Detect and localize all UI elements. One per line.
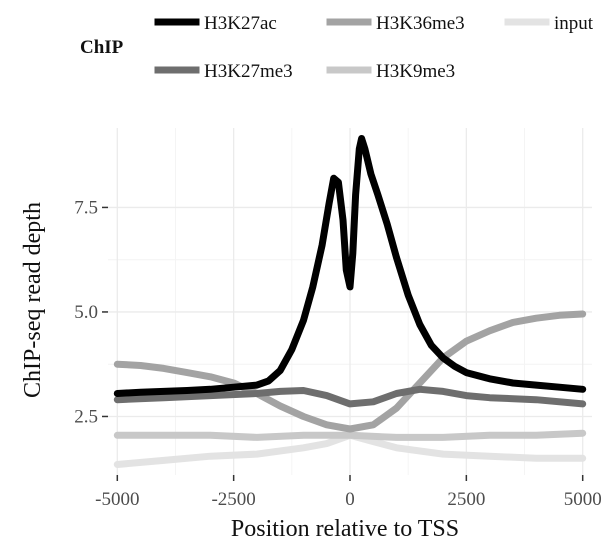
y-tick-label: 5.0: [74, 302, 98, 323]
y-tick-label: 7.5: [74, 197, 98, 218]
legend-label-h3k27me3: H3K27me3: [204, 61, 293, 82]
x-tick-label: 5000: [564, 489, 602, 510]
y-axis-title: ChIP-seq read depth: [20, 202, 46, 398]
grid-lines: [108, 128, 592, 475]
x-axis-ticks: -5000 -2500 0 2500 5000: [95, 475, 602, 510]
series-line-h3k27me3: [113, 385, 587, 408]
x-tick-label: 0: [345, 489, 355, 510]
x-tick-label: -2500: [211, 489, 255, 510]
x-axis-title: Position relative to TSS: [231, 516, 459, 542]
legend-label-h3k36me3: H3K36me3: [376, 13, 465, 34]
x-tick-label: 2500: [447, 489, 485, 510]
legend-label-input: input: [554, 13, 594, 34]
series-line-h3k36me3: [113, 310, 587, 433]
series-line-h3k27ac: [113, 135, 587, 397]
series-lines: [113, 135, 587, 468]
y-tick-label: 2.5: [74, 406, 98, 427]
y-axis-ticks: 2.5 5.0 7.5: [74, 197, 108, 427]
x-tick-label: -5000: [95, 489, 139, 510]
legend-title: ChIP: [80, 37, 124, 58]
legend-label-h3k27ac: H3K27ac: [204, 13, 277, 34]
legend-label-h3k9me3: H3K9me3: [376, 61, 455, 82]
legend: ChIP H3K27ac H3K27me3 H3K36me3 H3K9me3 input: [80, 13, 594, 82]
series-line-h3k9me3: [113, 429, 587, 441]
